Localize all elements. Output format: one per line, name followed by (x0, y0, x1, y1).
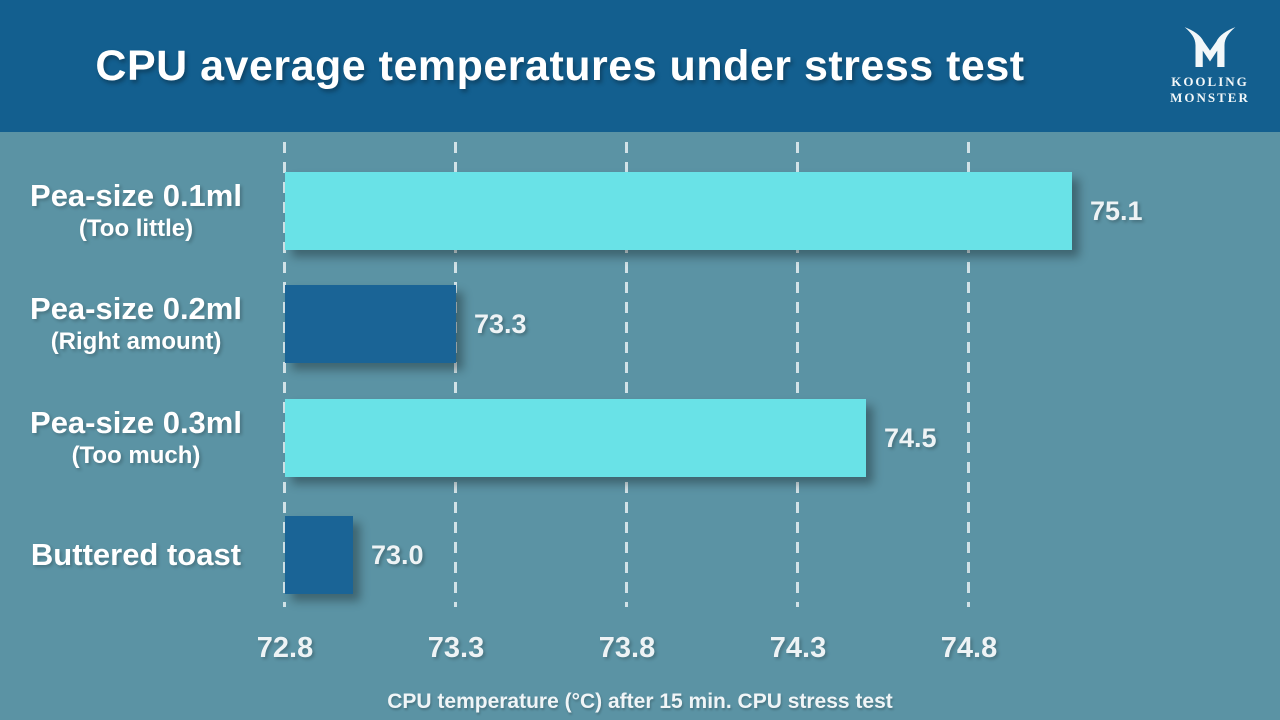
bar (285, 516, 353, 594)
category-sub-label: (Too much) (71, 442, 201, 469)
value-label: 75.1 (1090, 195, 1143, 226)
x-axis-tick: 73.8 (598, 632, 656, 664)
x-axis-tick: 74.3 (769, 632, 827, 664)
category-sub-label: (Too little) (78, 215, 194, 242)
category-label: Pea-size 0.1ml (Too little) (0, 172, 272, 250)
gridline (454, 142, 457, 607)
logo-text-line2: MONSTER (1170, 90, 1250, 105)
kooling-monster-logo: KOOLING MONSTER (1162, 26, 1258, 106)
category-sub-label: (Right amount) (50, 328, 222, 355)
bar (285, 399, 866, 477)
value-label: 73.3 (474, 308, 527, 339)
value-label: 74.5 (884, 422, 937, 453)
page-title: CPU average temperatures under stress te… (95, 41, 1025, 90)
x-axis-tick: 72.8 (256, 632, 314, 664)
x-axis-tick: 73.3 (427, 632, 485, 664)
gridline (283, 142, 286, 607)
bar (285, 285, 456, 363)
gridline (625, 142, 628, 607)
category-main-label: Pea-size 0.2ml (30, 291, 242, 326)
category-main-label: Pea-size 0.3ml (30, 405, 242, 440)
category-label: Buttered toast (0, 516, 272, 594)
header: CPU average temperatures under stress te… (0, 0, 1280, 132)
x-axis-label: CPU temperature (°C) after 15 min. CPU s… (387, 690, 893, 713)
category-label: Pea-size 0.2ml (Right amount) (0, 285, 272, 363)
x-axis-tick: 74.8 (940, 632, 998, 664)
gridline (796, 142, 799, 607)
bar-chart: 72.8 73.3 73.8 74.3 74.8 Pea-size 0.1ml (Too… (0, 132, 1280, 720)
bar (285, 172, 1072, 250)
gridline (967, 142, 970, 607)
category-main-label: Buttered toast (30, 537, 242, 572)
value-label: 73.0 (371, 539, 424, 570)
category-main-label: Pea-size 0.1ml (30, 178, 242, 213)
monster-m-icon (1184, 27, 1236, 67)
logo-text-line1: KOOLING (1171, 74, 1249, 89)
category-label: Pea-size 0.3ml (Too much) (0, 399, 272, 477)
